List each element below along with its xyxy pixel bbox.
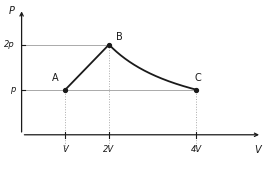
Text: 2V: 2V: [103, 145, 114, 154]
Text: 4V: 4V: [191, 145, 202, 154]
Text: V: V: [254, 145, 261, 155]
Text: 2p: 2p: [4, 40, 15, 49]
Text: B: B: [116, 32, 122, 42]
Text: P: P: [9, 6, 15, 16]
Text: A: A: [52, 73, 59, 83]
Text: V: V: [62, 145, 68, 154]
Text: p: p: [10, 85, 15, 94]
Text: C: C: [194, 73, 201, 83]
